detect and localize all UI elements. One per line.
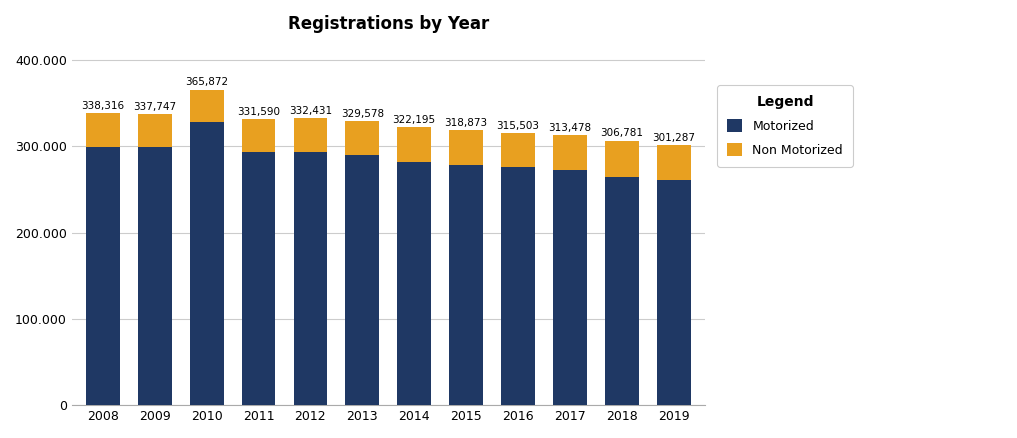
Bar: [605, 141, 639, 177]
Bar: [553, 170, 587, 405]
Text: 331,590: 331,590: [237, 107, 280, 117]
Text: 315,503: 315,503: [496, 121, 539, 131]
Text: 365,872: 365,872: [185, 78, 228, 88]
Bar: [501, 133, 535, 167]
Legend: Motorized, Non Motorized: Motorized, Non Motorized: [717, 85, 853, 166]
Bar: [553, 135, 587, 170]
Text: 313,478: 313,478: [548, 123, 592, 133]
Bar: [190, 90, 224, 122]
Bar: [657, 180, 691, 405]
Bar: [346, 155, 379, 405]
Bar: [190, 122, 224, 405]
Bar: [138, 114, 172, 148]
Text: 322,195: 322,195: [393, 115, 435, 125]
Bar: [450, 130, 483, 165]
Bar: [86, 113, 120, 147]
Bar: [294, 118, 327, 152]
Bar: [657, 145, 691, 180]
Bar: [450, 165, 483, 405]
Bar: [86, 147, 120, 405]
Bar: [398, 162, 431, 405]
Text: 332,431: 332,431: [289, 106, 332, 116]
Title: Registrations by Year: Registrations by Year: [288, 15, 489, 33]
Text: 329,578: 329,578: [341, 109, 383, 119]
Bar: [242, 119, 276, 152]
Bar: [242, 152, 276, 405]
Text: 318,873: 318,873: [444, 118, 488, 128]
Bar: [398, 127, 431, 162]
Bar: [501, 167, 535, 405]
Text: 337,747: 337,747: [133, 102, 176, 112]
Text: 301,287: 301,287: [652, 133, 696, 143]
Bar: [346, 121, 379, 155]
Text: 306,781: 306,781: [600, 128, 644, 138]
Text: 338,316: 338,316: [81, 101, 124, 111]
Bar: [138, 148, 172, 405]
Bar: [294, 152, 327, 405]
Bar: [605, 177, 639, 405]
